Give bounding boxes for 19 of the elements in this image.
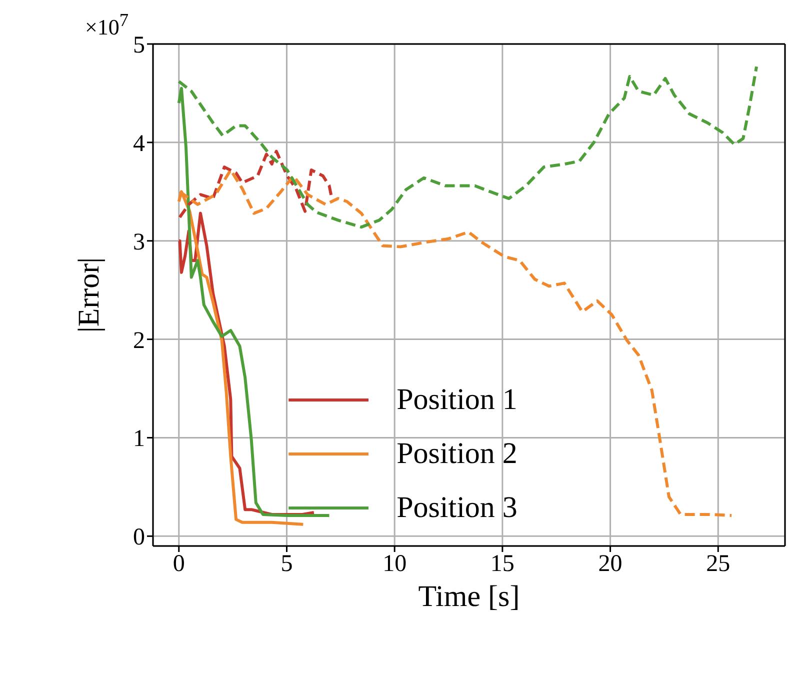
x-tick-label: 10: [382, 551, 407, 578]
y-tick-label: 3: [133, 229, 145, 256]
y-tick-label: 1: [133, 426, 145, 452]
y-axis-title: |Error|: [72, 257, 106, 333]
y-tick-label: 4: [133, 130, 145, 157]
text: ×10$^{7}$: [85, 10, 129, 40]
y-tick-label: 2: [133, 328, 145, 354]
x-axis-title: Time [s]: [418, 580, 520, 613]
x-tick-label: 20: [598, 551, 622, 578]
x-tick-label: 25: [706, 551, 730, 578]
legend-label: Position 1: [396, 383, 518, 417]
y-tick-label: 5: [133, 32, 145, 59]
line-series: [178, 150, 334, 219]
legend-label: Position 2: [396, 437, 518, 471]
x-tick-label: 15: [490, 551, 514, 578]
legend-label: Position 3: [396, 491, 518, 525]
x-tick-label: 5: [280, 551, 293, 578]
x-tick-label: 0: [172, 551, 185, 578]
y-tick-label: 0: [133, 524, 145, 551]
